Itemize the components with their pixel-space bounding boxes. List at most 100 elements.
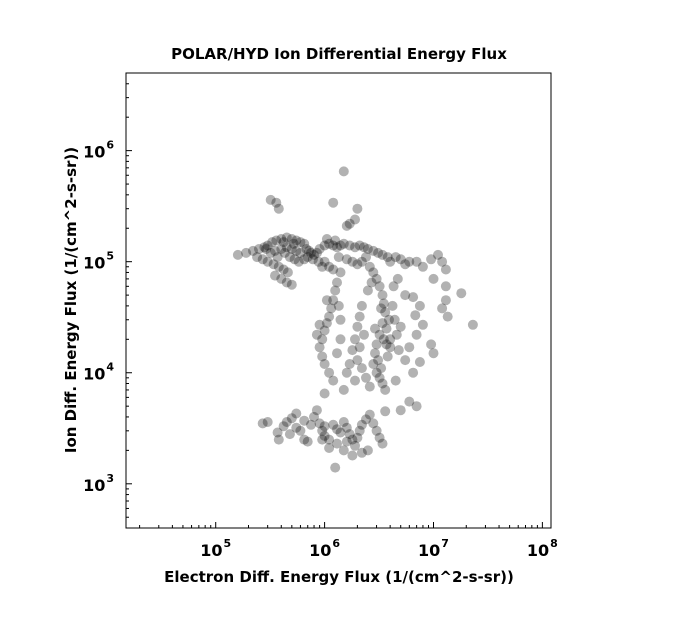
y-axis-label: Ion Diff. Energy Flux (1/(cm^2-s-sr)) (62, 147, 80, 453)
data-point-40 (289, 254, 300, 265)
data-point-149 (366, 277, 377, 288)
data-point-23 (252, 252, 263, 263)
data-point-15 (267, 237, 278, 248)
data-point-208 (319, 430, 330, 441)
data-point-107 (414, 300, 425, 311)
data-point-230 (347, 450, 358, 461)
data-point-33 (286, 244, 297, 254)
data-point-5 (344, 218, 355, 229)
data-point-182 (324, 367, 335, 378)
data-point-186 (338, 384, 349, 395)
data-point-3 (271, 197, 282, 208)
x-tick-label: 10 5 (200, 537, 231, 560)
data-point-191 (314, 319, 325, 330)
data-point-109 (400, 290, 411, 301)
data-point-54 (309, 249, 319, 260)
chart-title: POLAR/HYD Ion Differential Energy Flux (171, 45, 507, 63)
svg-text:5: 5 (224, 537, 232, 550)
data-point-82 (361, 252, 371, 263)
data-point-52 (304, 245, 315, 256)
data-point-111 (411, 329, 422, 340)
data-point-39 (284, 252, 295, 263)
data-point-221 (361, 414, 371, 425)
svg-text:10: 10 (309, 541, 331, 560)
data-point-48 (278, 237, 289, 248)
data-point-192 (311, 329, 322, 340)
data-point-61 (335, 240, 346, 251)
data-point-204 (309, 411, 319, 422)
y-tick-label: 10 6 (83, 139, 114, 162)
data-point-102 (442, 311, 453, 322)
data-point-68 (368, 245, 379, 256)
data-point-89 (400, 259, 411, 270)
data-point-17 (276, 234, 287, 244)
data-point-209 (324, 434, 335, 445)
data-point-101 (437, 303, 448, 314)
data-point-233 (332, 438, 342, 449)
data-point-110 (410, 310, 421, 321)
data-point-132 (368, 359, 379, 369)
data-point-155 (381, 339, 392, 350)
data-point-97 (428, 273, 439, 284)
data-point-159 (350, 334, 360, 345)
data-point-237 (319, 421, 330, 432)
data-point-217 (350, 440, 360, 451)
data-point-115 (404, 396, 415, 407)
data-point-92 (417, 261, 428, 272)
data-point-179 (314, 342, 325, 353)
data-point-131 (370, 348, 380, 359)
data-point-238 (284, 429, 295, 440)
data-point-84 (317, 261, 328, 272)
y-tick-label: 10 3 (83, 472, 114, 495)
data-point-66 (359, 242, 369, 253)
data-point-206 (314, 418, 325, 429)
data-point-224 (371, 425, 382, 436)
data-point-0 (338, 166, 349, 177)
data-point-46 (281, 277, 292, 288)
data-point-63 (344, 240, 355, 251)
data-point-12 (254, 244, 264, 254)
data-point-143 (391, 329, 402, 340)
data-point-228 (362, 445, 373, 456)
data-point-30 (270, 245, 280, 256)
data-point-44 (270, 270, 280, 281)
data-point-236 (317, 434, 328, 445)
svg-text:10: 10 (418, 541, 440, 560)
data-point-8 (341, 220, 352, 231)
data-point-210 (328, 419, 339, 430)
data-point-156 (356, 300, 367, 311)
data-point-6 (350, 214, 360, 225)
data-point-148 (376, 303, 387, 314)
data-point-214 (341, 422, 352, 433)
svg-text:4: 4 (106, 361, 114, 374)
data-point-231 (338, 445, 349, 456)
data-point-104 (426, 339, 437, 350)
data-point-157 (354, 311, 365, 322)
data-point-241 (299, 415, 310, 426)
data-point-211 (332, 424, 342, 435)
data-point-117 (395, 405, 406, 416)
data-point-181 (319, 359, 330, 369)
data-point-26 (268, 259, 279, 270)
data-point-152 (376, 363, 387, 374)
data-point-22 (299, 238, 310, 249)
data-point-29 (282, 267, 293, 278)
data-point-234 (330, 462, 341, 473)
data-point-161 (352, 355, 363, 366)
data-point-160 (347, 345, 358, 356)
data-point-98 (440, 281, 451, 292)
data-point-229 (356, 447, 367, 458)
data-point-47 (286, 279, 297, 290)
data-point-34 (291, 245, 302, 256)
data-point-151 (373, 355, 384, 366)
data-point-64 (350, 242, 360, 253)
data-point-201 (299, 434, 310, 445)
data-point-116 (411, 401, 422, 412)
data-point-207 (317, 425, 328, 436)
data-point-180 (317, 351, 328, 362)
data-point-4 (273, 203, 284, 214)
data-point-124 (374, 281, 385, 292)
data-point-154 (378, 334, 389, 345)
data-point-85 (307, 254, 318, 265)
data-point-60 (332, 242, 342, 253)
